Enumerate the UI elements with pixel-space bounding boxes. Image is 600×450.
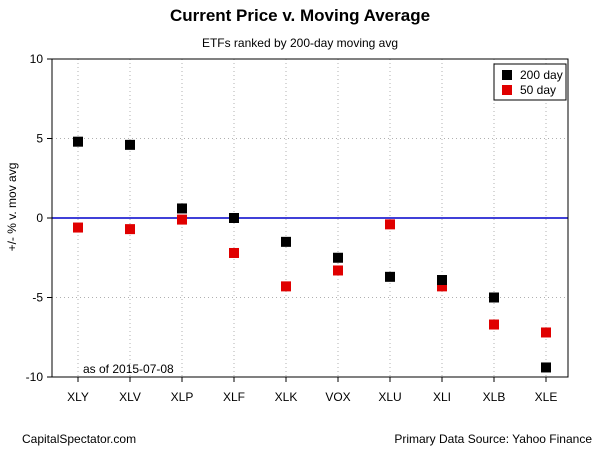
x-tick-label-xlp: XLP xyxy=(171,390,194,404)
point-50-day-xlu xyxy=(385,219,395,230)
y-tick-label: 0 xyxy=(36,211,43,225)
x-tick-label-xle: XLE xyxy=(535,390,558,404)
y-tick-label: 5 xyxy=(36,132,43,146)
chart-subtitle: ETFs ranked by 200-day moving avg xyxy=(201,36,399,50)
point-200-day-xle xyxy=(541,362,551,373)
grid-lines xyxy=(52,58,568,378)
point-200-day-vox xyxy=(333,252,343,263)
x-tick-label-xlk: XLK xyxy=(275,390,298,404)
point-50-day-vox xyxy=(333,265,343,276)
data-points xyxy=(73,136,551,373)
x-tick-label-xlv: XLV xyxy=(119,390,141,404)
legend-label-200-day: 200 day xyxy=(520,68,563,82)
point-50-day-xlp xyxy=(177,214,187,225)
x-tick-label-xly: XLY xyxy=(67,390,89,404)
y-tick-label: -10 xyxy=(26,370,44,384)
y-tick-label: -5 xyxy=(32,291,43,305)
x-tick-label-xli: XLI xyxy=(433,390,451,404)
legend-swatch-200-day xyxy=(502,70,512,80)
x-tick-label-xlu: XLU xyxy=(378,390,401,404)
point-50-day-xlf xyxy=(229,247,239,258)
point-200-day-xli xyxy=(437,275,447,286)
legend-swatch-50-day xyxy=(502,85,512,95)
x-tick-label-vox: VOX xyxy=(325,390,350,404)
footer-source-site: CapitalSpectator.com xyxy=(22,432,137,446)
point-50-day-xli xyxy=(437,281,447,292)
axis-ticks: XLY XLV XLP XLF XLK VOX XLU XLI XLB XLE -10 -5 0 5 10 xyxy=(26,52,558,404)
point-200-day-xlb xyxy=(489,292,499,303)
point-200-day-xlp xyxy=(177,203,187,214)
point-200-day-xly xyxy=(73,136,83,147)
footer-data-source: Primary Data Source: Yahoo Finance xyxy=(394,432,592,446)
x-tick-label-xlf: XLF xyxy=(223,390,245,404)
point-200-day-xlk xyxy=(281,236,291,247)
point-50-day-xle xyxy=(541,327,551,338)
point-50-day-xly xyxy=(73,222,83,233)
x-tick-label-xlb: XLB xyxy=(483,390,506,404)
as-of-annotation: as of 2015-07-08 xyxy=(83,362,174,376)
point-50-day-xlk xyxy=(281,281,291,292)
point-200-day-xlv xyxy=(125,139,135,150)
legend-label-50-day: 50 day xyxy=(520,83,556,97)
point-50-day-xlv xyxy=(125,224,135,235)
y-tick-label: 10 xyxy=(30,52,44,66)
chart-title: Current Price v. Moving Average xyxy=(169,6,431,25)
point-200-day-xlf xyxy=(229,213,239,223)
point-50-day-xlb xyxy=(489,319,499,330)
point-200-day-xlu xyxy=(385,271,395,282)
